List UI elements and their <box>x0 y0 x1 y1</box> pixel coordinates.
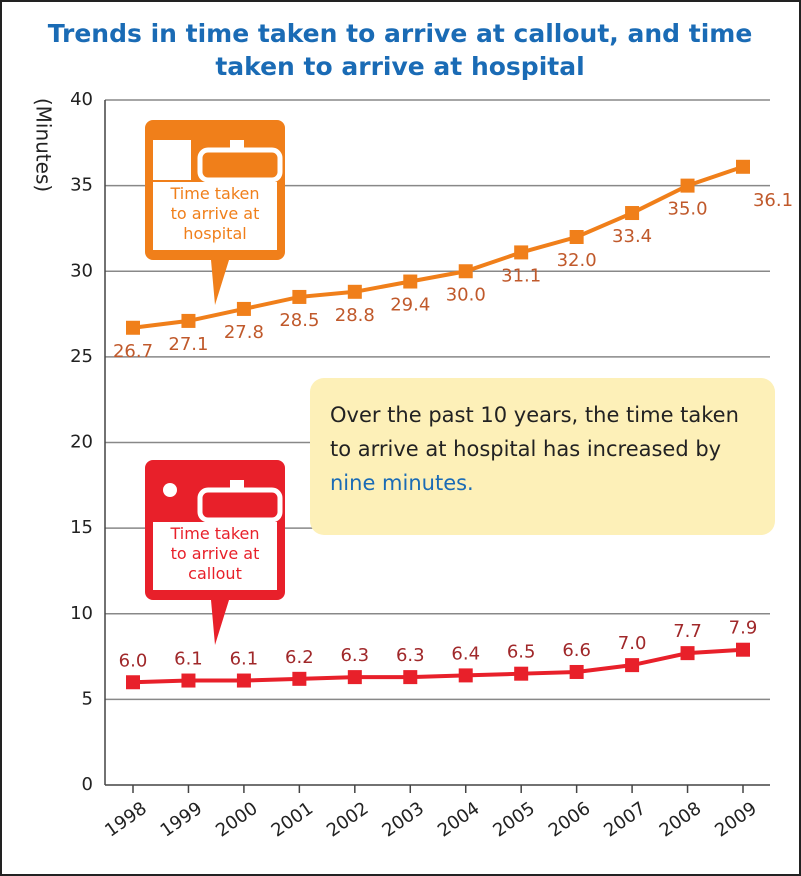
badge-inner <box>153 182 277 250</box>
data-point <box>347 670 362 685</box>
data-label: 6.1 <box>174 649 203 670</box>
hospital-icon <box>153 140 191 180</box>
annotation: Over the past 10 years, the time taken t… <box>310 378 775 535</box>
y-tick-label: 10 <box>70 603 93 624</box>
data-label: 6.5 <box>507 642 536 663</box>
data-point <box>126 675 140 690</box>
y-tick-label: 5 <box>82 688 93 709</box>
data-point <box>458 264 473 279</box>
annotation-text: Over the past 10 years, the time taken t… <box>330 403 739 461</box>
series-line <box>132 164 744 330</box>
data-point <box>126 320 140 335</box>
annotation-highlight: nine minutes. <box>330 471 474 495</box>
series-badge: Time taken to arrive at callout <box>145 460 285 645</box>
y-tick-label: 30 <box>70 260 93 281</box>
y-tick-label: 15 <box>70 517 93 538</box>
data-label: 27.8 <box>224 322 264 343</box>
data-point <box>292 289 307 304</box>
data-label: 32.0 <box>557 250 597 271</box>
chart-title: Trends in time taken to arrive at callou… <box>48 19 753 81</box>
data-point <box>292 671 307 686</box>
data-label: 6.1 <box>230 649 259 670</box>
data-point <box>736 159 750 174</box>
data-point <box>680 178 695 193</box>
data-label: 7.7 <box>673 621 702 642</box>
data-point <box>403 274 418 289</box>
y-tick-label: 25 <box>70 346 93 367</box>
y-tick-label: 40 <box>70 89 93 110</box>
data-point <box>625 658 640 673</box>
data-point <box>181 313 196 328</box>
y-tick-label: 0 <box>82 774 93 795</box>
data-label: 27.1 <box>168 334 208 355</box>
data-label: 6.0 <box>119 650 148 671</box>
data-label: 35.0 <box>668 199 708 220</box>
data-point <box>181 673 196 688</box>
data-point <box>569 230 584 244</box>
data-label: 28.5 <box>279 310 319 331</box>
series-badge: Time taken to arrive at hospital <box>145 120 285 305</box>
data-label: 6.3 <box>396 645 425 666</box>
series-line <box>132 647 744 685</box>
data-label: 29.4 <box>390 295 430 316</box>
ambulance-light <box>230 480 244 490</box>
data-point <box>514 666 529 681</box>
data-point <box>403 670 418 685</box>
legend-label: Time taken to arrive at callout <box>170 524 260 583</box>
data-label: 33.4 <box>612 226 652 247</box>
data-label: 7.9 <box>729 618 758 639</box>
ambulance-light <box>230 140 244 150</box>
data-point <box>736 642 750 657</box>
data-point <box>458 668 473 683</box>
data-point <box>625 206 640 221</box>
data-label: 28.8 <box>335 305 375 326</box>
y-tick-label: 20 <box>70 432 93 453</box>
data-point <box>236 301 251 316</box>
data-label: 6.6 <box>562 640 591 661</box>
data-point <box>347 284 362 299</box>
data-label: 6.3 <box>340 645 369 666</box>
data-label: 26.7 <box>113 341 153 362</box>
data-point <box>680 646 695 661</box>
data-label: 31.1 <box>501 265 541 286</box>
y-axis-label: (Minutes) <box>32 98 56 192</box>
data-point <box>236 673 251 688</box>
data-label: 6.2 <box>285 647 314 668</box>
data-label: 36.1 <box>753 190 793 211</box>
badge-inner <box>153 522 277 590</box>
data-label: 6.4 <box>451 643 480 664</box>
legend-label: Time taken to arrive at hospital <box>170 184 260 243</box>
y-tick-label: 35 <box>70 175 93 196</box>
person-icon <box>163 483 177 497</box>
data-label: 7.0 <box>618 633 647 654</box>
data-label: 30.0 <box>446 284 486 305</box>
data-point <box>514 245 529 260</box>
data-point <box>569 664 584 679</box>
